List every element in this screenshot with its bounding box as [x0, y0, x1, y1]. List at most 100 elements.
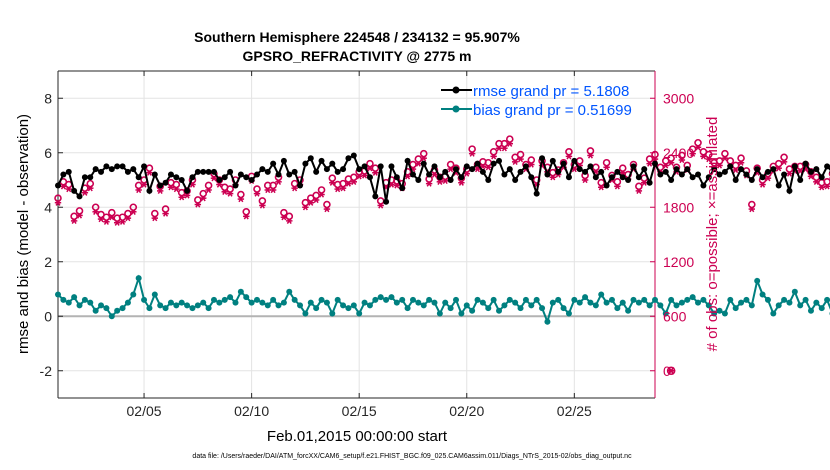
obs-possible-point: [204, 181, 213, 190]
obs-assimilated-point: [619, 169, 626, 176]
rmse-point: [286, 171, 293, 178]
asterisk-stroke: [690, 150, 696, 157]
rmse-point: [297, 182, 304, 189]
bias-point: [151, 291, 158, 298]
rmse-point: [453, 166, 459, 173]
rmse-point: [781, 171, 788, 178]
rmse-point: [496, 157, 503, 164]
asterisk-stroke: [71, 217, 77, 225]
asterisk-stroke: [786, 170, 792, 177]
y-left-tick-label: 6: [44, 145, 52, 161]
bias-point: [786, 299, 793, 306]
bias-point: [259, 299, 266, 306]
rmse-point: [700, 182, 707, 189]
bias-point: [345, 305, 352, 312]
obs-assimilated-point: [140, 181, 148, 188]
obs-assimilated-point: [307, 199, 314, 206]
asterisk-stroke: [571, 165, 577, 173]
obs-assimilated-point: [458, 179, 465, 186]
bias-point: [318, 296, 325, 303]
obs-assimilated-point: [259, 202, 266, 209]
rmse-point: [345, 155, 352, 162]
asterisk-stroke: [76, 212, 83, 219]
asterisk-stroke: [668, 159, 674, 166]
obs-possible-point: [312, 191, 320, 200]
obs-assimilated-point: [323, 205, 331, 213]
obs-assimilated-point: [216, 181, 223, 188]
rmse-point: [291, 168, 298, 175]
rmse-point: [55, 182, 61, 189]
rmse-point: [103, 163, 110, 170]
y-right-tick-label: 3000: [663, 90, 694, 106]
rmse-point: [479, 168, 486, 175]
obs-assimilated-point: [737, 159, 745, 166]
asterisk-stroke: [265, 186, 271, 194]
rmse-point: [409, 171, 416, 178]
bias-point: [372, 296, 379, 303]
bias-point: [458, 310, 465, 317]
rmse-point: [748, 177, 755, 183]
bias-point: [447, 305, 454, 312]
rmse-point: [404, 157, 411, 164]
obs-assimilated-point: [393, 182, 401, 189]
asterisk-stroke: [587, 152, 593, 159]
obs-possible-point: [54, 194, 62, 202]
chart-title: Southern Hemisphere 224548 / 234132 = 95…: [194, 29, 520, 45]
obs-possible-point: [505, 135, 514, 143]
bias-point: [678, 299, 685, 306]
bias-point: [76, 302, 83, 309]
rmse-point: [270, 160, 277, 167]
legend-bias-marker: [452, 105, 460, 113]
rmse-point: [248, 177, 255, 183]
obs-possible-point: [597, 178, 606, 187]
rmse-point: [721, 168, 728, 175]
asterisk-stroke: [426, 180, 432, 187]
bias-point: [662, 310, 669, 317]
obs-assimilated-point: [748, 205, 756, 213]
asterisk-stroke: [765, 175, 771, 182]
bias-point: [700, 296, 707, 303]
bias-point: [200, 299, 207, 306]
rmse-point: [388, 163, 395, 170]
obs-assimilated-point: [372, 169, 379, 176]
rmse-point: [764, 168, 771, 175]
asterisk-stroke: [604, 164, 610, 171]
rmse-point: [340, 166, 347, 173]
asterisk-stroke: [254, 190, 260, 197]
bias-point: [533, 296, 540, 303]
rmse-point: [447, 177, 454, 183]
obs-assimilated-point: [339, 185, 347, 192]
legend-rmse-label: rmse grand pr = 5.1808: [473, 83, 629, 100]
obs-assimilated-point: [269, 186, 277, 194]
y-left-tick-label: 4: [44, 199, 52, 215]
obs-assimilated-point: [108, 214, 115, 221]
obs-assimilated-point: [587, 152, 594, 159]
bias-point: [807, 307, 814, 314]
bias-point: [286, 288, 293, 295]
obs-assimilated-point: [689, 150, 696, 157]
rmse-point: [130, 166, 137, 173]
asterisk-stroke: [302, 204, 308, 211]
rmse-point: [426, 171, 433, 178]
rmse-point: [92, 166, 99, 173]
bias-point: [522, 296, 529, 303]
asterisk-stroke: [324, 205, 330, 213]
obs-possible-point: [237, 190, 245, 199]
rmse-point: [775, 182, 782, 189]
rmse-point: [474, 160, 481, 167]
rmse-point: [221, 174, 228, 181]
asterisk-stroke: [491, 153, 497, 160]
bias-point: [216, 299, 223, 306]
asterisk-stroke: [636, 187, 642, 195]
obs-assimilated-point: [173, 185, 180, 193]
bias-point: [55, 291, 61, 298]
obs-assimilated-point: [635, 187, 643, 195]
asterisk-stroke: [222, 188, 228, 195]
bias-point: [436, 310, 443, 317]
obs-assimilated-point: [764, 175, 772, 182]
asterisk-stroke: [120, 218, 126, 225]
obs-possible-point: [194, 196, 202, 204]
obs-possible-point: [516, 150, 525, 159]
y-axis-label-right: # of obs: o=possible; ×=assimilated: [704, 117, 721, 352]
rmse-point: [243, 174, 250, 181]
